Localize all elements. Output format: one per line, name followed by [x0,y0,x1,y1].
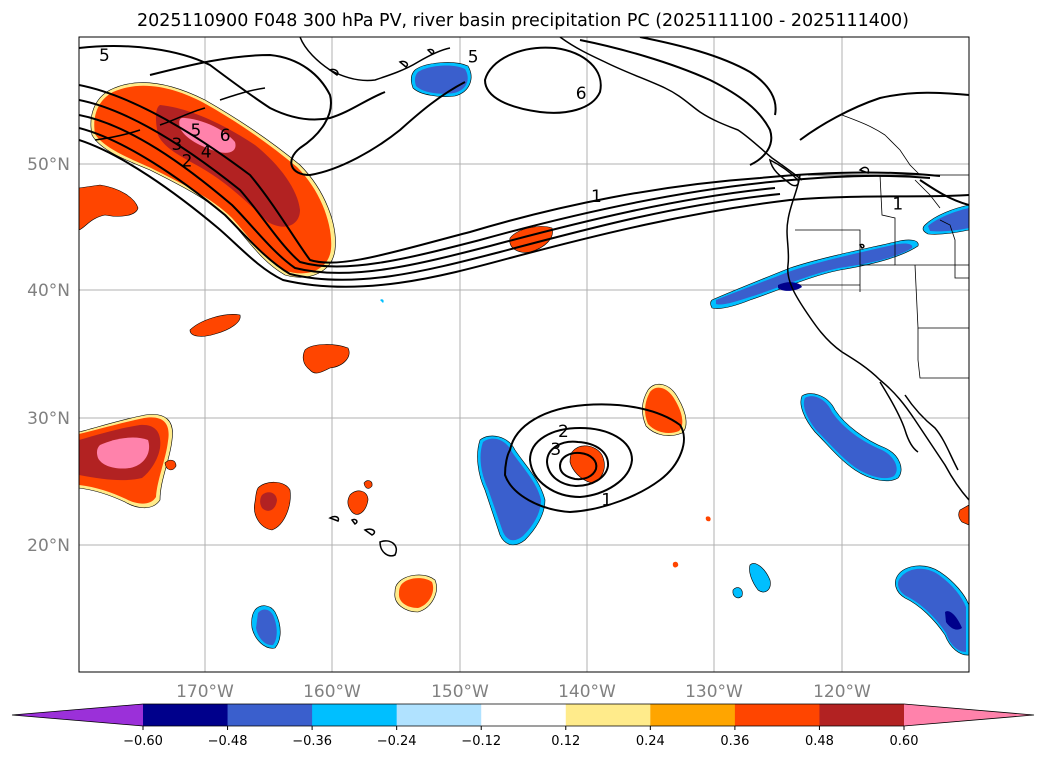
colorbar-bin [819,704,905,726]
colorbar-bin [396,704,482,726]
precip-region-23n-158w [347,490,369,515]
precip-region-dot-22n [705,516,711,522]
coastlines [94,37,969,557]
precip-region-california-core [716,243,913,305]
pv-contours [79,37,969,514]
precip-region-25n-core [480,438,541,541]
lat-label: 20°N [27,536,70,556]
pv-contour-label: 1 [591,187,602,207]
precip-region-23n-core [260,492,277,511]
pv-contour-label: 2 [182,151,193,171]
colorbar-labels: −0.60 −0.48 −0.36 −0.24 −0.12 0.12 0.24 0.36 0.4… [123,726,918,749]
precip-region-tiny-24n [363,480,373,489]
pv-contour-label: 2 [558,422,569,442]
pv-contour-label: 4 [201,143,212,163]
precip-region-east-edge-45n-core [928,208,969,232]
precip-region-16n-129w [749,563,771,593]
colorbar-tick-label: −0.24 [377,734,417,749]
lon-label: 170°W [176,682,234,702]
pv-contour-label: 3 [550,440,561,460]
lon-label: 140°W [558,682,616,702]
colorbar-tick-label: −0.60 [123,734,163,749]
colorbar-tick-label: −0.48 [208,734,248,749]
colorbar-tick-label: 0.12 [551,734,580,749]
precip-region-13n-core [256,609,277,646]
colorbar-bin [143,704,229,726]
map-title: 2025110900 F048 300 hPa PV, river basin … [137,11,909,31]
pv-contour-label: 3 [171,135,182,155]
precip-region-small-27n [164,459,177,471]
lat-label: 40°N [27,281,70,301]
pv-contour-label: 6 [220,126,231,146]
colorbar-bin [312,704,398,726]
precip-region-dot-17n [672,561,679,568]
colorbar-bin [565,704,651,726]
pv-contour-label: 5 [468,47,479,67]
lon-label: 120°W [813,682,871,702]
pv-contour-label: 5 [99,46,110,66]
lon-label: 130°W [685,682,743,702]
colorbar-extend-min [12,704,143,726]
longitude-labels: 170°W 160°W 150°W 140°W 130°W 120°W [176,682,871,702]
colorbar-tick-label: 0.36 [720,734,749,749]
precip-region-east-edge-22n [958,504,969,526]
precip-region-31n-core [645,387,683,433]
map-frame [78,36,970,673]
colorbar-tick-label: 0.48 [805,734,834,749]
colorbar [11,703,1035,727]
negative-precip-regions [251,62,969,656]
precip-region-38n-167w [189,314,241,337]
pv-contour-label: 1 [892,195,903,215]
precip-region-57n-core [414,65,468,94]
political-borders [795,114,969,379]
colorbar-tick-label: −0.12 [461,734,501,749]
gridlines [79,37,969,672]
colorbar-bin [227,704,313,726]
colorbar-tick-label: 0.24 [636,734,665,749]
colorbar-tick-label: 0.60 [890,734,919,749]
precip-region-15n-peak [945,611,962,630]
precip-region-17n-core [398,578,434,608]
colorbar-extend-max [904,704,1034,726]
colorbar-bin [481,704,567,726]
precip-region-28n-west [79,414,173,509]
colorbar-bin [734,704,820,726]
lon-label: 150°W [431,682,489,702]
precip-region-west-edge-47n [79,184,139,231]
precip-region-35n-161w [302,344,350,374]
pv-contour-label: 1 [601,491,612,511]
lat-label: 30°N [27,409,70,429]
precip-region-15n-core [898,568,966,652]
colorbar-bin [650,704,736,726]
latitude-labels: 50°N 40°N 30°N 20°N [27,155,70,556]
precip-region-28n-core [803,396,897,479]
colorbar-tick-label: −0.36 [292,734,332,749]
precip-region-16n-130w [732,587,743,599]
pv-contour-label: 5 [191,121,202,141]
pv-contour-label: 6 [576,84,587,104]
lat-label: 50°N [27,155,70,175]
precip-region-california-peak [778,282,802,291]
lon-label: 160°W [303,682,361,702]
precip-region-dot-39n [380,299,384,303]
